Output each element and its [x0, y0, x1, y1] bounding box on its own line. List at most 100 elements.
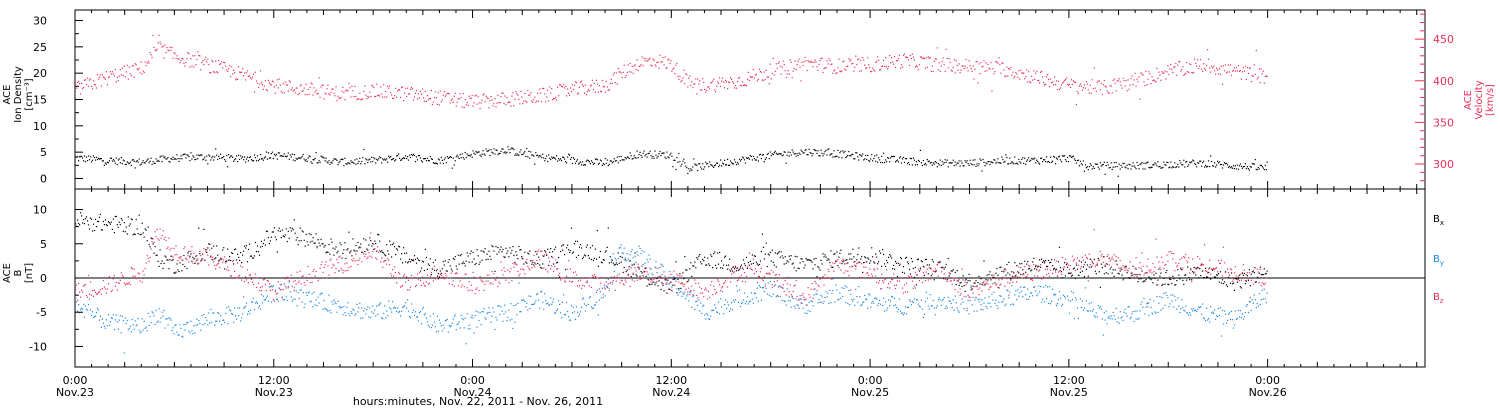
Bx-point — [486, 259, 487, 260]
velocity-point — [490, 96, 491, 97]
ion-density-point — [262, 158, 263, 159]
Bz-point — [161, 238, 162, 239]
velocity-point — [718, 83, 719, 84]
velocity-point — [1258, 77, 1259, 78]
By-point — [849, 304, 850, 305]
ion-density-point — [927, 159, 928, 160]
ion-density-point — [637, 151, 638, 152]
Bz-point — [203, 248, 204, 249]
velocity-point — [713, 79, 714, 80]
By-point — [164, 328, 165, 329]
By-point — [152, 311, 153, 312]
Bx-point — [1202, 271, 1203, 272]
Bx-point — [490, 259, 491, 260]
velocity-point — [1199, 66, 1200, 67]
ion-density-point — [535, 152, 536, 153]
ion-density-point — [1144, 168, 1145, 169]
ion-density-point — [546, 156, 547, 157]
By-point — [940, 299, 941, 300]
velocity-point — [1182, 66, 1183, 67]
velocity-point — [562, 86, 563, 87]
By-point — [176, 332, 177, 333]
Bx-point — [523, 263, 524, 264]
By-point — [358, 307, 359, 308]
Bx-point — [117, 224, 118, 225]
velocity-point — [903, 55, 904, 56]
By-point — [660, 264, 661, 265]
ion-density-point — [1023, 163, 1024, 164]
By-point — [224, 322, 225, 323]
By-point — [395, 308, 396, 309]
ion-density-point — [1116, 162, 1117, 163]
ion-density-point — [352, 162, 353, 163]
ion-density-point — [453, 158, 454, 159]
By-point — [462, 318, 463, 319]
velocity-point — [924, 58, 925, 59]
Bx-point — [464, 263, 465, 264]
By-point — [585, 310, 586, 311]
Bx-point — [121, 218, 122, 219]
ion-density-point — [704, 166, 705, 167]
velocity-point — [729, 82, 730, 83]
By-point — [1091, 302, 1092, 303]
Bx-point — [428, 263, 429, 264]
By-point — [167, 324, 168, 325]
ion-density-point — [1240, 163, 1241, 164]
Bz-point — [153, 238, 154, 239]
By-point — [621, 244, 622, 245]
velocity-point — [1047, 74, 1048, 75]
By-point — [761, 300, 762, 301]
velocity-point — [671, 71, 672, 72]
By-point — [1056, 305, 1057, 306]
By-point — [673, 276, 674, 277]
Bx-point — [174, 273, 175, 274]
By-point — [1040, 286, 1041, 287]
ion-density-point — [201, 155, 202, 156]
By-point — [1170, 294, 1171, 295]
velocity-point — [580, 82, 581, 83]
Bx-point — [364, 251, 365, 252]
velocity-point — [1002, 63, 1003, 64]
velocity-point — [605, 92, 606, 93]
Bx-point — [1177, 269, 1178, 270]
velocity-point — [413, 99, 414, 100]
Bx-point — [444, 265, 445, 266]
velocity-point — [1164, 71, 1165, 72]
velocity-point — [1034, 79, 1035, 80]
By-point — [132, 319, 133, 320]
By-point — [863, 302, 864, 303]
Bx-point — [183, 255, 184, 256]
velocity-point — [819, 60, 820, 61]
By-point — [1097, 316, 1098, 317]
Bx-point — [542, 263, 543, 264]
Bx-point — [350, 250, 351, 251]
By-point — [604, 287, 605, 288]
ion-density-point — [295, 160, 296, 161]
By-point — [991, 294, 992, 295]
By-point — [899, 299, 900, 300]
Bx-point — [276, 239, 277, 240]
Bx-point — [1029, 268, 1030, 269]
By-point — [636, 262, 637, 263]
By-point — [129, 328, 130, 329]
velocity-point — [1157, 78, 1158, 79]
ion-density-point — [783, 154, 784, 155]
ion-density-point — [825, 150, 826, 151]
velocity-point — [291, 89, 292, 90]
By-point — [1096, 312, 1097, 313]
Bx-point — [968, 280, 969, 281]
Bx-point — [575, 241, 576, 242]
ion-density-point — [718, 166, 719, 167]
Bx-point — [1062, 277, 1063, 278]
ion-density-point — [152, 164, 153, 165]
By-point — [1162, 308, 1163, 309]
Bz-point — [216, 265, 217, 266]
Bx-point — [794, 267, 795, 268]
By-point — [572, 312, 573, 313]
Bx-point — [449, 259, 450, 260]
ion-density-point — [481, 156, 482, 157]
Bx-point — [1228, 277, 1229, 278]
By-point — [237, 307, 238, 308]
Bx-point — [551, 256, 552, 257]
ion-density-point — [844, 151, 845, 152]
